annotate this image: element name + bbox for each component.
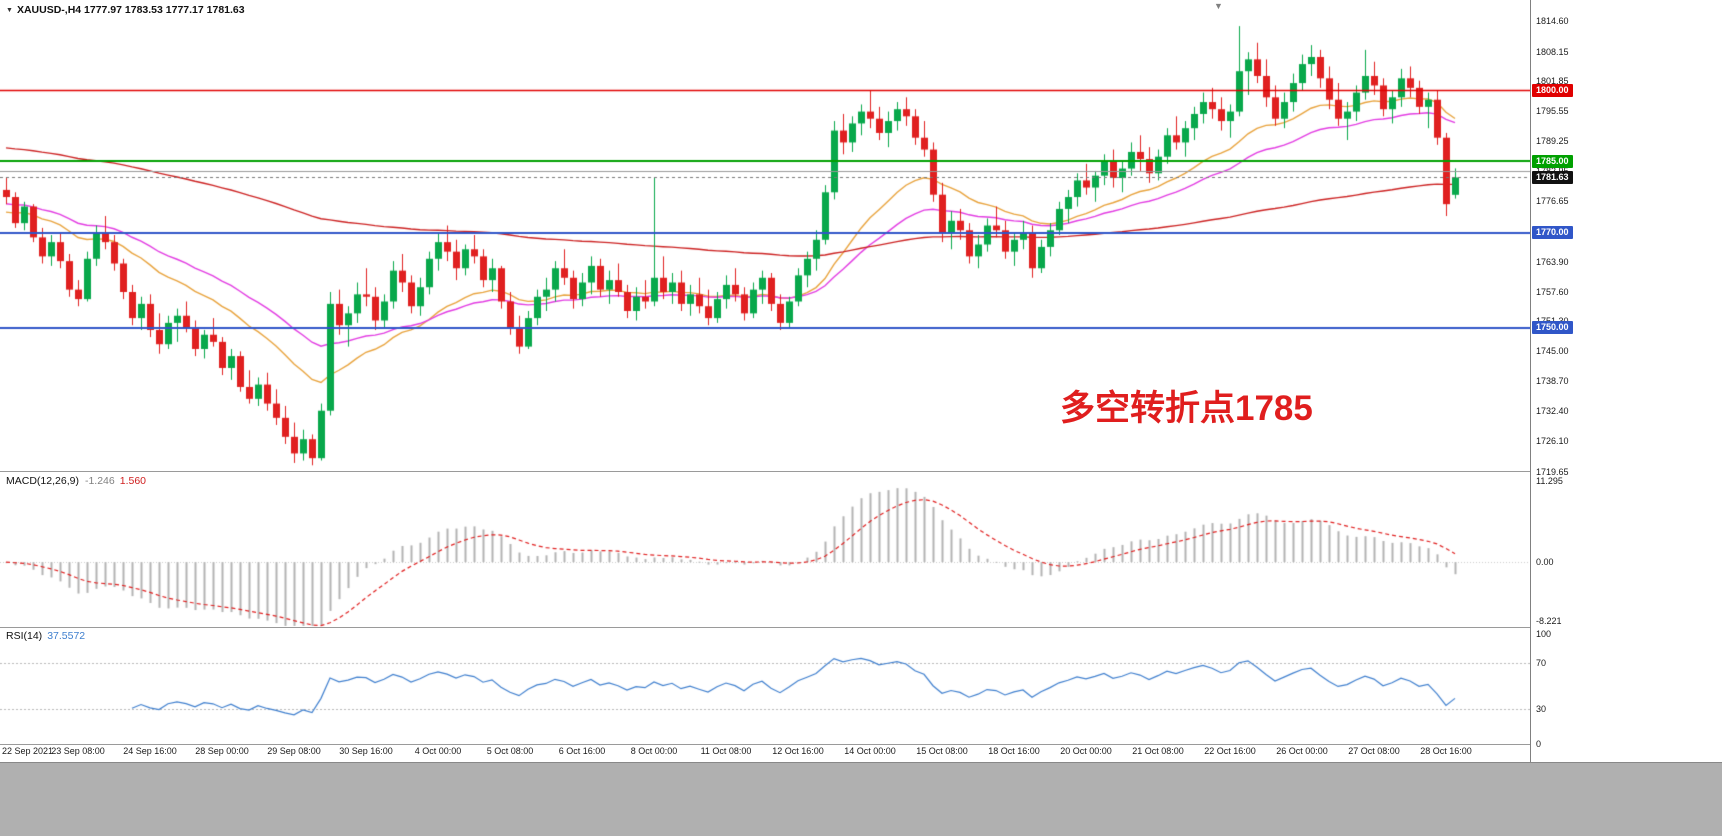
time-axis-label: 30 Sep 16:00: [339, 746, 393, 756]
macd-axis-label: 0.00: [1536, 557, 1554, 568]
time-axis[interactable]: 22 Sep 2021 23 Sep 08:00 24 Sep 16:00 28 Se…: [0, 745, 1530, 762]
time-axis-label: 6 Oct 16:00: [558, 746, 606, 756]
price-line-badge: 1781.63: [1532, 170, 1573, 184]
pane-divider[interactable]: [0, 471, 1722, 472]
price-tick-label: 1776.65: [1536, 196, 1569, 207]
price-tick-label: 1738.70: [1536, 376, 1569, 387]
time-axis-label: 8 Oct 00:00: [630, 746, 678, 756]
price-line-badge: 1785.00: [1532, 154, 1573, 168]
macd-signal-value: 1.560: [119, 475, 147, 487]
price-tick-label: 1808.15: [1536, 46, 1569, 57]
time-axis-label: 21 Oct 08:00: [1132, 746, 1184, 756]
price-line-badge: 1770.00: [1532, 226, 1573, 240]
time-axis-label: 4 Oct 00:00: [414, 746, 462, 756]
time-axis-label: 12 Oct 16:00: [772, 746, 824, 756]
time-axis-label: 27 Oct 08:00: [1348, 746, 1400, 756]
macd-indicator-canvas[interactable]: [0, 472, 1530, 627]
macd-title-label: MACD(12,26,9): [6, 475, 79, 487]
chart-shift-marker-icon[interactable]: ▼: [1214, 1, 1223, 11]
price-tick-label: 1801.85: [1536, 76, 1569, 87]
macd-main-value: -1.246: [84, 475, 115, 487]
time-axis-label: 26 Oct 00:00: [1276, 746, 1328, 756]
symbol-ohlc-text: XAUUSD-,H4 1777.97 1783.53 1777.17 1781.…: [16, 4, 245, 16]
time-axis-label: 22 Sep 2021: [2, 746, 54, 756]
macd-title: MACD(12,26,9) -1.246 1.560: [6, 475, 146, 487]
price-line-badge: 1800.00: [1532, 83, 1573, 97]
symbol-ohlc-line: ▼ XAUUSD-,H4 1777.97 1783.53 1777.17 1781…: [6, 4, 245, 16]
time-axis-label: 28 Sep 00:00: [195, 746, 249, 756]
time-axis-label: 11 Oct 08:00: [700, 746, 752, 756]
price-tick-label: 1795.55: [1536, 106, 1569, 117]
price-tick-label: 1763.90: [1536, 256, 1569, 267]
time-axis-label: 14 Oct 00:00: [844, 746, 896, 756]
time-axis-label: 28 Oct 16:00: [1420, 746, 1472, 756]
price-line-badge: 1750.00: [1532, 321, 1573, 335]
time-axis-label: 5 Oct 08:00: [486, 746, 534, 756]
rsi-axis-label: 30: [1536, 704, 1547, 715]
time-axis-label: 18 Oct 16:00: [988, 746, 1040, 756]
macd-axis-label: -8.221: [1536, 616, 1562, 627]
time-axis-label: 22 Oct 16:00: [1204, 746, 1256, 756]
rsi-value: 37.5572: [47, 630, 86, 642]
time-axis-label: 24 Sep 16:00: [123, 746, 177, 756]
price-axis[interactable]: 1814.601808.151801.851795.551789.251782.…: [1530, 0, 1722, 762]
price-tick-label: 1732.40: [1536, 406, 1569, 417]
time-axis-label: 23 Sep 08:00: [51, 746, 105, 756]
pane-divider[interactable]: [0, 744, 1722, 745]
price-tick-label: 1719.65: [1536, 466, 1569, 477]
price-tick-label: 1757.60: [1536, 286, 1569, 297]
price-chart-canvas[interactable]: [0, 0, 1530, 471]
price-tick-label: 1745.00: [1536, 346, 1569, 357]
collapse-arrow-icon[interactable]: ▼: [6, 7, 13, 14]
price-tick-label: 1789.25: [1536, 136, 1569, 147]
rsi-title-label: RSI(14): [6, 630, 43, 642]
annotation-text: 多空转折点1785: [1060, 389, 1313, 428]
time-axis-label: 29 Sep 08:00: [267, 746, 321, 756]
rsi-axis-label: 100: [1536, 629, 1552, 639]
time-axis-label: 15 Oct 08:00: [916, 746, 968, 756]
rsi-axis-label: 70: [1536, 657, 1547, 668]
price-tick-label: 1814.60: [1536, 15, 1569, 26]
macd-axis-label: 11.295: [1536, 475, 1563, 486]
rsi-indicator-canvas[interactable]: [0, 628, 1530, 744]
footer-strip: [0, 762, 1722, 836]
rsi-axis-label: 0: [1536, 739, 1542, 749]
price-tick-label: 1726.10: [1536, 436, 1569, 447]
time-axis-label: 20 Oct 00:00: [1060, 746, 1112, 756]
pane-divider[interactable]: [0, 627, 1722, 628]
rsi-title: RSI(14) 37.5572: [6, 630, 85, 642]
